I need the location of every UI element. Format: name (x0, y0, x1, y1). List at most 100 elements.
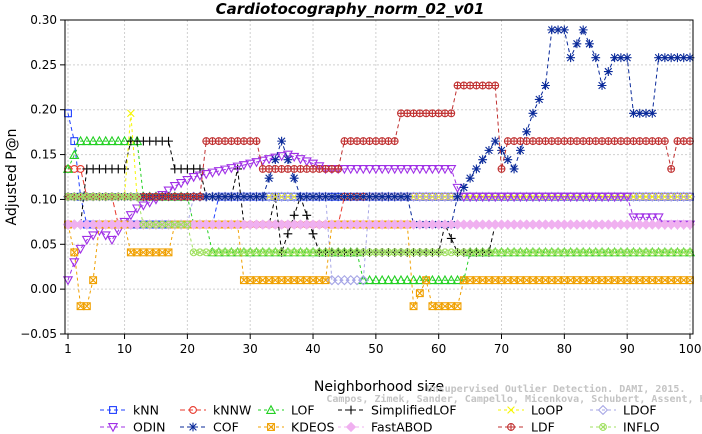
point-ldf (648, 137, 656, 145)
point-cof (327, 192, 337, 202)
point-kdeos (510, 276, 518, 284)
point-inflo (655, 249, 662, 256)
point-inflo (517, 249, 524, 256)
point-odin (377, 164, 388, 175)
point-inflo (165, 221, 172, 228)
point-ldf (246, 137, 254, 145)
point-inflo (203, 249, 210, 256)
point-inflo (649, 249, 656, 256)
point-kdeos (686, 276, 694, 284)
point-kdeos (296, 276, 305, 284)
point-ldf (165, 193, 172, 201)
point-inflo (599, 249, 605, 256)
point-ldf (485, 82, 493, 89)
point-inflo (184, 221, 191, 228)
point-kdeos (547, 276, 556, 284)
point-odin (452, 183, 463, 194)
point-ldf (604, 137, 612, 145)
point-odin (207, 168, 218, 178)
point-ldf (196, 193, 204, 201)
point-cof (340, 192, 349, 202)
point-odin (464, 192, 476, 203)
x-tick-label: 60 (431, 342, 446, 356)
point-odin (245, 159, 256, 169)
point-kdeos (83, 302, 91, 310)
point-odin (490, 192, 501, 203)
y-tick-label: 0.30 (30, 13, 57, 27)
legend-label-odin: ODIN (133, 420, 166, 434)
point-cof (660, 53, 670, 63)
legend-marker-ldof (597, 404, 609, 416)
point-lof (414, 274, 425, 285)
point-kdeos (409, 302, 418, 310)
point-odin (647, 213, 658, 223)
point-cof (553, 25, 563, 35)
point-cof (559, 25, 569, 35)
point-cof (384, 192, 393, 202)
point-kdeos (428, 302, 437, 310)
point-ldf (686, 137, 694, 145)
point-ldf (146, 193, 154, 201)
point-inflo (398, 249, 404, 256)
point-kdeos (284, 276, 292, 284)
point-kdeos (661, 276, 669, 284)
chart-title: Cardiotocography_norm_02_v01 (216, 0, 485, 18)
point-ldf (667, 165, 675, 173)
point-lof (75, 135, 86, 146)
point-kdeos (252, 276, 261, 284)
point-kdeos (491, 276, 500, 284)
point-lof (383, 274, 394, 285)
legend-marker-ldf (507, 423, 515, 431)
legend-marker-odin (107, 423, 119, 433)
point-inflo (643, 249, 649, 256)
point-ldf (403, 109, 411, 117)
point-odin (194, 171, 206, 181)
point-odin (364, 164, 375, 175)
legend-item-kdeos: KDEOS (258, 420, 335, 434)
point-odin (402, 164, 413, 175)
point-ldf (554, 137, 562, 145)
point-cof (377, 192, 387, 202)
point-odin (276, 152, 287, 162)
point-kdeos (89, 276, 97, 284)
x-tick-label: 80 (557, 342, 572, 356)
point-inflo (486, 249, 492, 256)
point-odin (81, 235, 92, 246)
point-cof (522, 127, 532, 137)
point-cof (252, 192, 261, 202)
point-kdeos (591, 276, 600, 284)
point-odin (226, 164, 237, 174)
point-odin (515, 192, 526, 203)
point-ldf (472, 82, 480, 89)
point-ldf (177, 193, 185, 201)
point-cof (610, 53, 620, 63)
point-ldf (567, 137, 575, 145)
point-lof (62, 163, 74, 173)
point-inflo (366, 249, 373, 256)
point-kdeos (164, 248, 173, 257)
point-kdeos (409, 302, 418, 311)
point-loop (127, 109, 135, 118)
point-inflo (266, 249, 272, 256)
point-cof (641, 108, 651, 118)
point-odin (433, 164, 444, 175)
point-inflo (96, 193, 103, 200)
point-odin (546, 192, 557, 203)
point-odin (69, 258, 80, 268)
point-inflo (234, 249, 241, 256)
point-odin (483, 192, 495, 203)
point-simplifiedlof (120, 164, 129, 174)
legend-item-fastabod: FastABOD (338, 420, 433, 434)
point-ldf (542, 137, 549, 145)
point-cof (591, 53, 601, 63)
point-odin (622, 192, 633, 203)
point-kdeos (485, 276, 493, 284)
point-ldf (341, 137, 348, 145)
point-lof (81, 135, 92, 146)
point-ldf (215, 137, 223, 145)
point-odin (571, 192, 583, 203)
point-inflo (322, 249, 329, 256)
point-odin (301, 157, 312, 167)
point-ldf (290, 165, 298, 173)
point-ldf (209, 137, 216, 145)
